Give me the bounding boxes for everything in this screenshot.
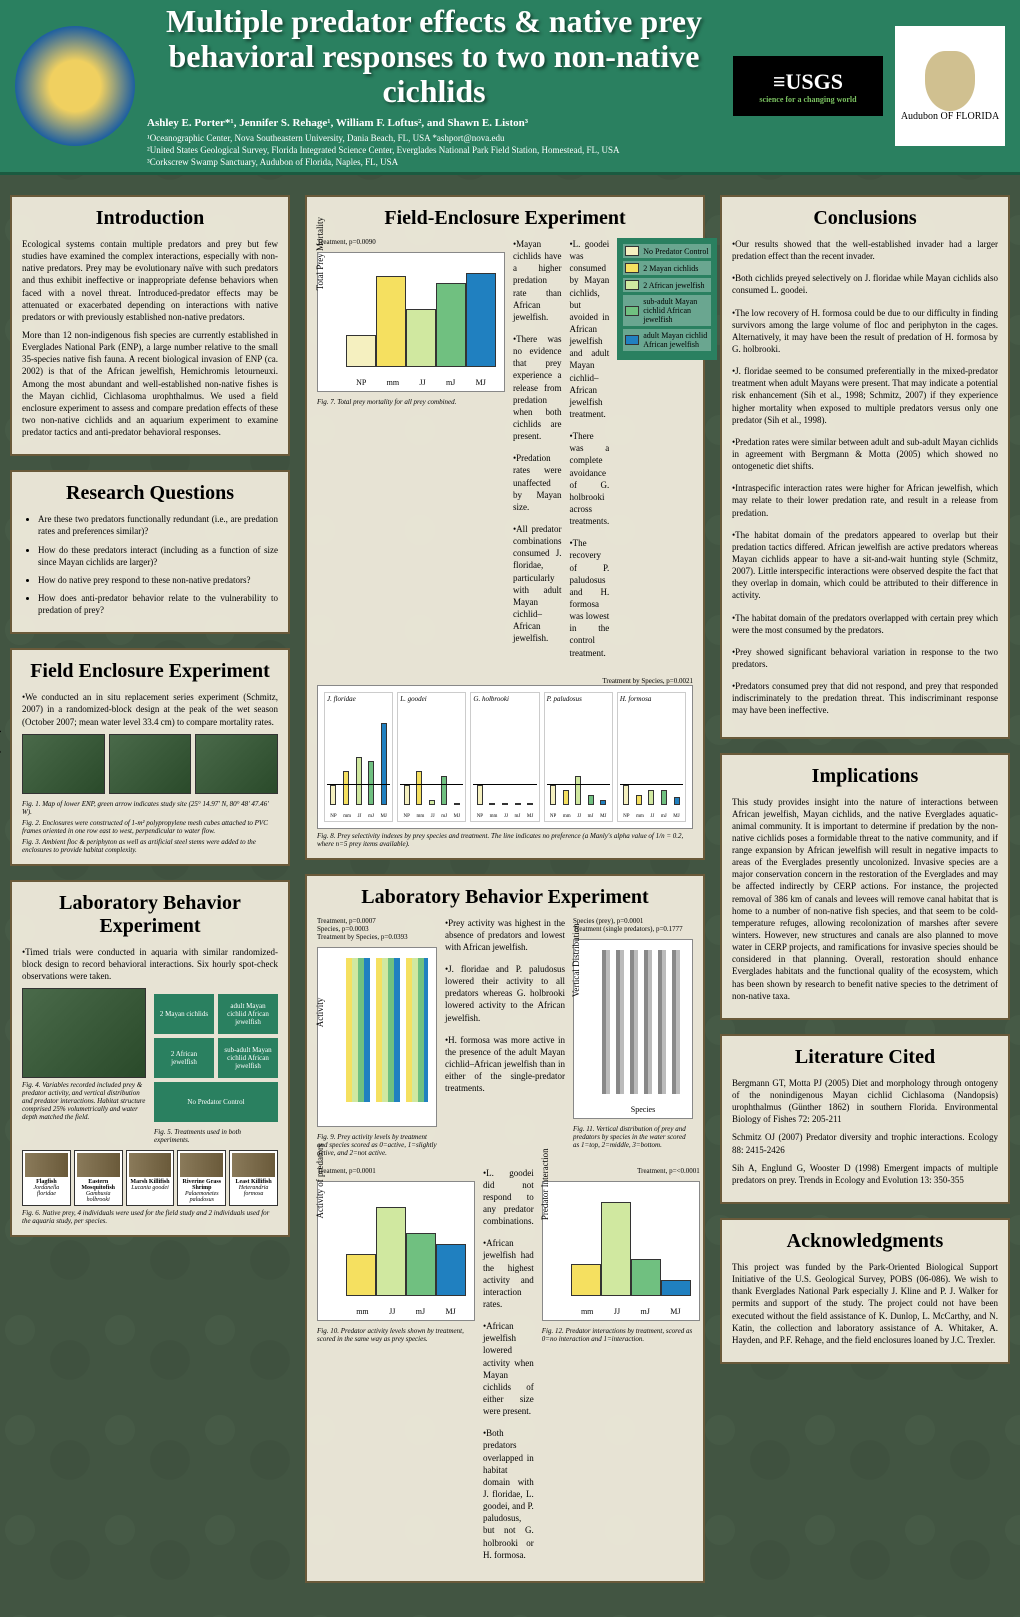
- fig1-caption: Fig. 1. Map of lower ENP, green arrow in…: [22, 800, 278, 816]
- acknowledgments-box: Acknowledgments This project was funded …: [720, 1218, 1010, 1364]
- treat-mm: 2 Mayan cichlids: [154, 994, 214, 1034]
- concl-heading: Conclusions: [732, 207, 998, 230]
- field-enclosure-left-box: Field Enclosure Experiment •We conducted…: [10, 648, 290, 865]
- impl-p1: This study provides insight into the nat…: [732, 796, 998, 1002]
- fee-heading: Field Enclosure Experiment: [22, 660, 278, 683]
- rq-4: How does anti-predator behavior relate t…: [38, 592, 278, 616]
- fig10-caption: Fig. 10. Predator activity levels shown …: [317, 1327, 475, 1343]
- ack-p1: This project was funded by the Park-Orie…: [732, 1261, 998, 1346]
- species-2: Eastern MosquitofishGambusia holbrooki: [74, 1150, 123, 1206]
- affil-1: ¹Oceanographic Center, Nova Southeastern…: [147, 133, 721, 145]
- fig7-xlabels: NPmmJJmJMJ: [346, 378, 496, 387]
- treat-jj: 2 African jewelfish: [154, 1038, 214, 1078]
- map-photo: [22, 734, 105, 794]
- middle-column: Field-Enclosure Experiment Treatment, p=…: [305, 195, 705, 1597]
- intro-p1: Ecological systems contain multiple pred…: [22, 238, 278, 323]
- lab-behavior-left-box: Laboratory Behavior Experiment •Timed tr…: [10, 880, 290, 1237]
- fig9-caption: Fig. 9. Prey activity levels by treatmen…: [317, 1133, 437, 1157]
- rq-1: Are these two predators functionally red…: [38, 513, 278, 537]
- poster-header: Multiple predator effects & native prey …: [0, 0, 1020, 175]
- species-5: Least KillifishHeterandria formosa: [229, 1150, 278, 1206]
- fig12-caption: Fig. 12. Predator interactions by treatm…: [542, 1327, 700, 1343]
- lbe-left-heading: Laboratory Behavior Experiment: [22, 892, 278, 938]
- fig4-caption: Fig. 4. Variables recorded included prey…: [22, 1081, 146, 1121]
- poster-title: Multiple predator effects & native prey …: [147, 4, 721, 110]
- fig10-chart: Activity of predators mmJJmJMJ: [317, 1181, 475, 1321]
- fig8-charts: Manly's Alpha J. floridaeNPmmJJmJMJL. go…: [317, 685, 693, 829]
- fig3-caption: Fig. 3. Ambient floc & periphyton as wel…: [22, 838, 278, 854]
- fig2-caption: Fig. 2. Enclosures were constructed of 1…: [22, 819, 278, 835]
- enclosure-photo: [109, 734, 192, 794]
- fig5-caption: Fig. 5. Treatments used in both experime…: [154, 1128, 278, 1144]
- treat-mj: sub-adult Mayan cichlid African jewelfis…: [218, 1038, 278, 1078]
- aquarium-photo: [22, 988, 146, 1078]
- treat-np: No Predator Control: [154, 1082, 278, 1122]
- lit-heading: Literature Cited: [732, 1046, 998, 1069]
- nova-logo: [15, 26, 135, 146]
- treatment-legend: No Predator Control 2 Mayan cichlids 2 A…: [617, 238, 717, 360]
- treat-MJ: adult Mayan cichlid African jewelfish: [218, 994, 278, 1034]
- poster-content: Introduction Ecological systems contain …: [0, 175, 1020, 1617]
- implications-box: Implications This study provides insight…: [720, 753, 1010, 1020]
- treatment-grid: 2 Mayan cichlids adult Mayan cichlid Afr…: [154, 994, 278, 1122]
- fig12-chart: Predator Interaction mmJJmJMJ: [542, 1181, 700, 1321]
- fig7-ylabel: Total Prey Mortality: [315, 217, 325, 290]
- intro-heading: Introduction: [22, 207, 278, 230]
- species-4: Riverine Grass ShrimpPalaemonetes paludo…: [177, 1150, 226, 1206]
- introduction-box: Introduction Ecological systems contain …: [10, 195, 290, 456]
- usgs-logo: ≡USGS science for a changing world: [733, 56, 883, 116]
- intro-p2: More than 12 non-indigenous fish species…: [22, 329, 278, 438]
- field-enclosure-mid-box: Field-Enclosure Experiment Treatment, p=…: [305, 195, 705, 860]
- fig9-chart: Activity: [317, 947, 437, 1127]
- ack-heading: Acknowledgments: [732, 1230, 998, 1253]
- header-text: Multiple predator effects & native prey …: [147, 4, 721, 169]
- authors: Ashley E. Porter*¹, Jennifer S. Rehage¹,…: [147, 117, 721, 129]
- audubon-logo: Audubon OF FLORIDA: [895, 26, 1005, 146]
- habitat-photo: [195, 734, 278, 794]
- lbe-left-p1: •Timed trials were conducted in aquaria …: [22, 946, 278, 982]
- rq-3: How do native prey respond to these non-…: [38, 574, 278, 586]
- fig8-ylabel: Manly's Alpha: [0, 719, 1, 771]
- fig11-chart: Vertical Distribution Species: [573, 939, 693, 1119]
- fig7-chart: Total Prey Mortality NPmmJJmJMJ: [317, 252, 505, 392]
- fee-p1: •We conducted an in situ replacement ser…: [22, 691, 278, 727]
- fig11-caption: Fig. 11. Vertical distribution of prey a…: [573, 1125, 693, 1149]
- fig7-caption: Fig. 7. Total prey mortality for all pre…: [317, 398, 505, 406]
- right-column: Conclusions •Our results showed that the…: [720, 195, 1010, 1597]
- lbe-mid-heading: Laboratory Behavior Experiment: [317, 886, 693, 909]
- fig6-caption: Fig. 6. Native prey, 4 individuals were …: [22, 1209, 278, 1225]
- rq-heading: Research Questions: [22, 482, 278, 505]
- affil-3: ³Corkscrew Swamp Sanctuary, Audubon of F…: [147, 157, 721, 169]
- affil-2: ²United States Geological Survey, Florid…: [147, 145, 721, 157]
- fee-photos: [22, 734, 278, 794]
- literature-box: Literature Cited Bergmann GT, Motta PJ (…: [720, 1034, 1010, 1204]
- lab-behavior-mid-box: Laboratory Behavior Experiment Treatment…: [305, 874, 705, 1583]
- species-row: FlagfishJordanella floridae Eastern Mosq…: [22, 1150, 278, 1206]
- conclusions-box: Conclusions •Our results showed that the…: [720, 195, 1010, 739]
- fee-mid-heading: Field-Enclosure Experiment: [317, 207, 693, 230]
- research-questions-box: Research Questions Are these two predato…: [10, 470, 290, 634]
- rq-2: How do these predators interact (includi…: [38, 544, 278, 568]
- impl-heading: Implications: [732, 765, 998, 788]
- species-3: Marsh KillifishLucania goodei: [126, 1150, 175, 1206]
- fig8-caption: Fig. 8. Prey selectivity indexes by prey…: [317, 832, 693, 848]
- left-column: Introduction Ecological systems contain …: [10, 195, 290, 1597]
- species-1: FlagfishJordanella floridae: [22, 1150, 71, 1206]
